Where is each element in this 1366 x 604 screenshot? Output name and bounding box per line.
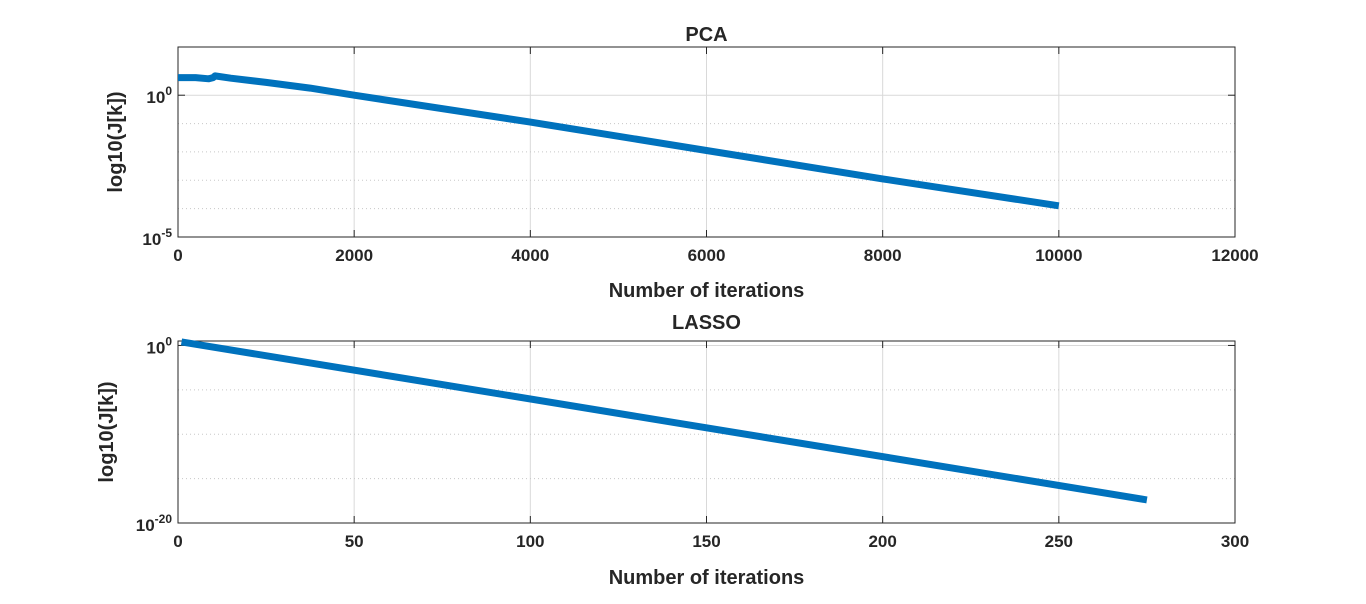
lasso-xtick-label: 150 (692, 532, 720, 551)
pca-xlabel: Number of iterations (609, 280, 805, 302)
lasso-xlabel: Number of iterations (609, 567, 805, 589)
pca-xtick-label: 0 (173, 246, 182, 265)
lasso-xtick-label: 0 (173, 532, 182, 551)
pca-subplot: 0 2000 4000 6000 8000 10000 12000 100 10-5 PCA N… (105, 24, 1259, 302)
pca-title: PCA (685, 24, 727, 46)
pca-ylabel: log10(J[k]) (105, 91, 127, 192)
lasso-xtick-label: 300 (1221, 532, 1249, 551)
pca-ytick-label: 100 (146, 84, 172, 107)
pca-xtick-label: 2000 (335, 246, 373, 265)
pca-ytick-label: 10-5 (142, 226, 172, 249)
lasso-xtick-label: 250 (1045, 532, 1073, 551)
pca-grid (178, 47, 1235, 237)
lasso-ytick-label: 100 (146, 334, 172, 357)
pca-xtick-label: 4000 (511, 246, 549, 265)
pca-xtick-label: 6000 (688, 246, 726, 265)
lasso-ylabel: log10(J[k]) (96, 381, 118, 482)
pca-series-line (178, 72, 1060, 210)
pca-ticks: 0 2000 4000 6000 8000 10000 12000 100 10-5 (142, 47, 1259, 265)
lasso-ticks: 0 50 100 150 200 250 300 100 10-20 (136, 334, 1249, 551)
pca-xtick-label: 10000 (1035, 246, 1082, 265)
lasso-xtick-label: 50 (345, 532, 364, 551)
pca-xtick-label: 8000 (864, 246, 902, 265)
lasso-xtick-label: 200 (868, 532, 896, 551)
lasso-title: LASSO (672, 312, 741, 334)
lasso-xtick-label: 100 (516, 532, 544, 551)
pca-xtick-label: 12000 (1211, 246, 1258, 265)
lasso-subplot: 0 50 100 150 200 250 300 100 10-20 LASSO Number … (96, 312, 1249, 589)
lasso-ytick-label: 10-20 (136, 512, 173, 535)
lasso-series-line (180, 338, 1148, 504)
